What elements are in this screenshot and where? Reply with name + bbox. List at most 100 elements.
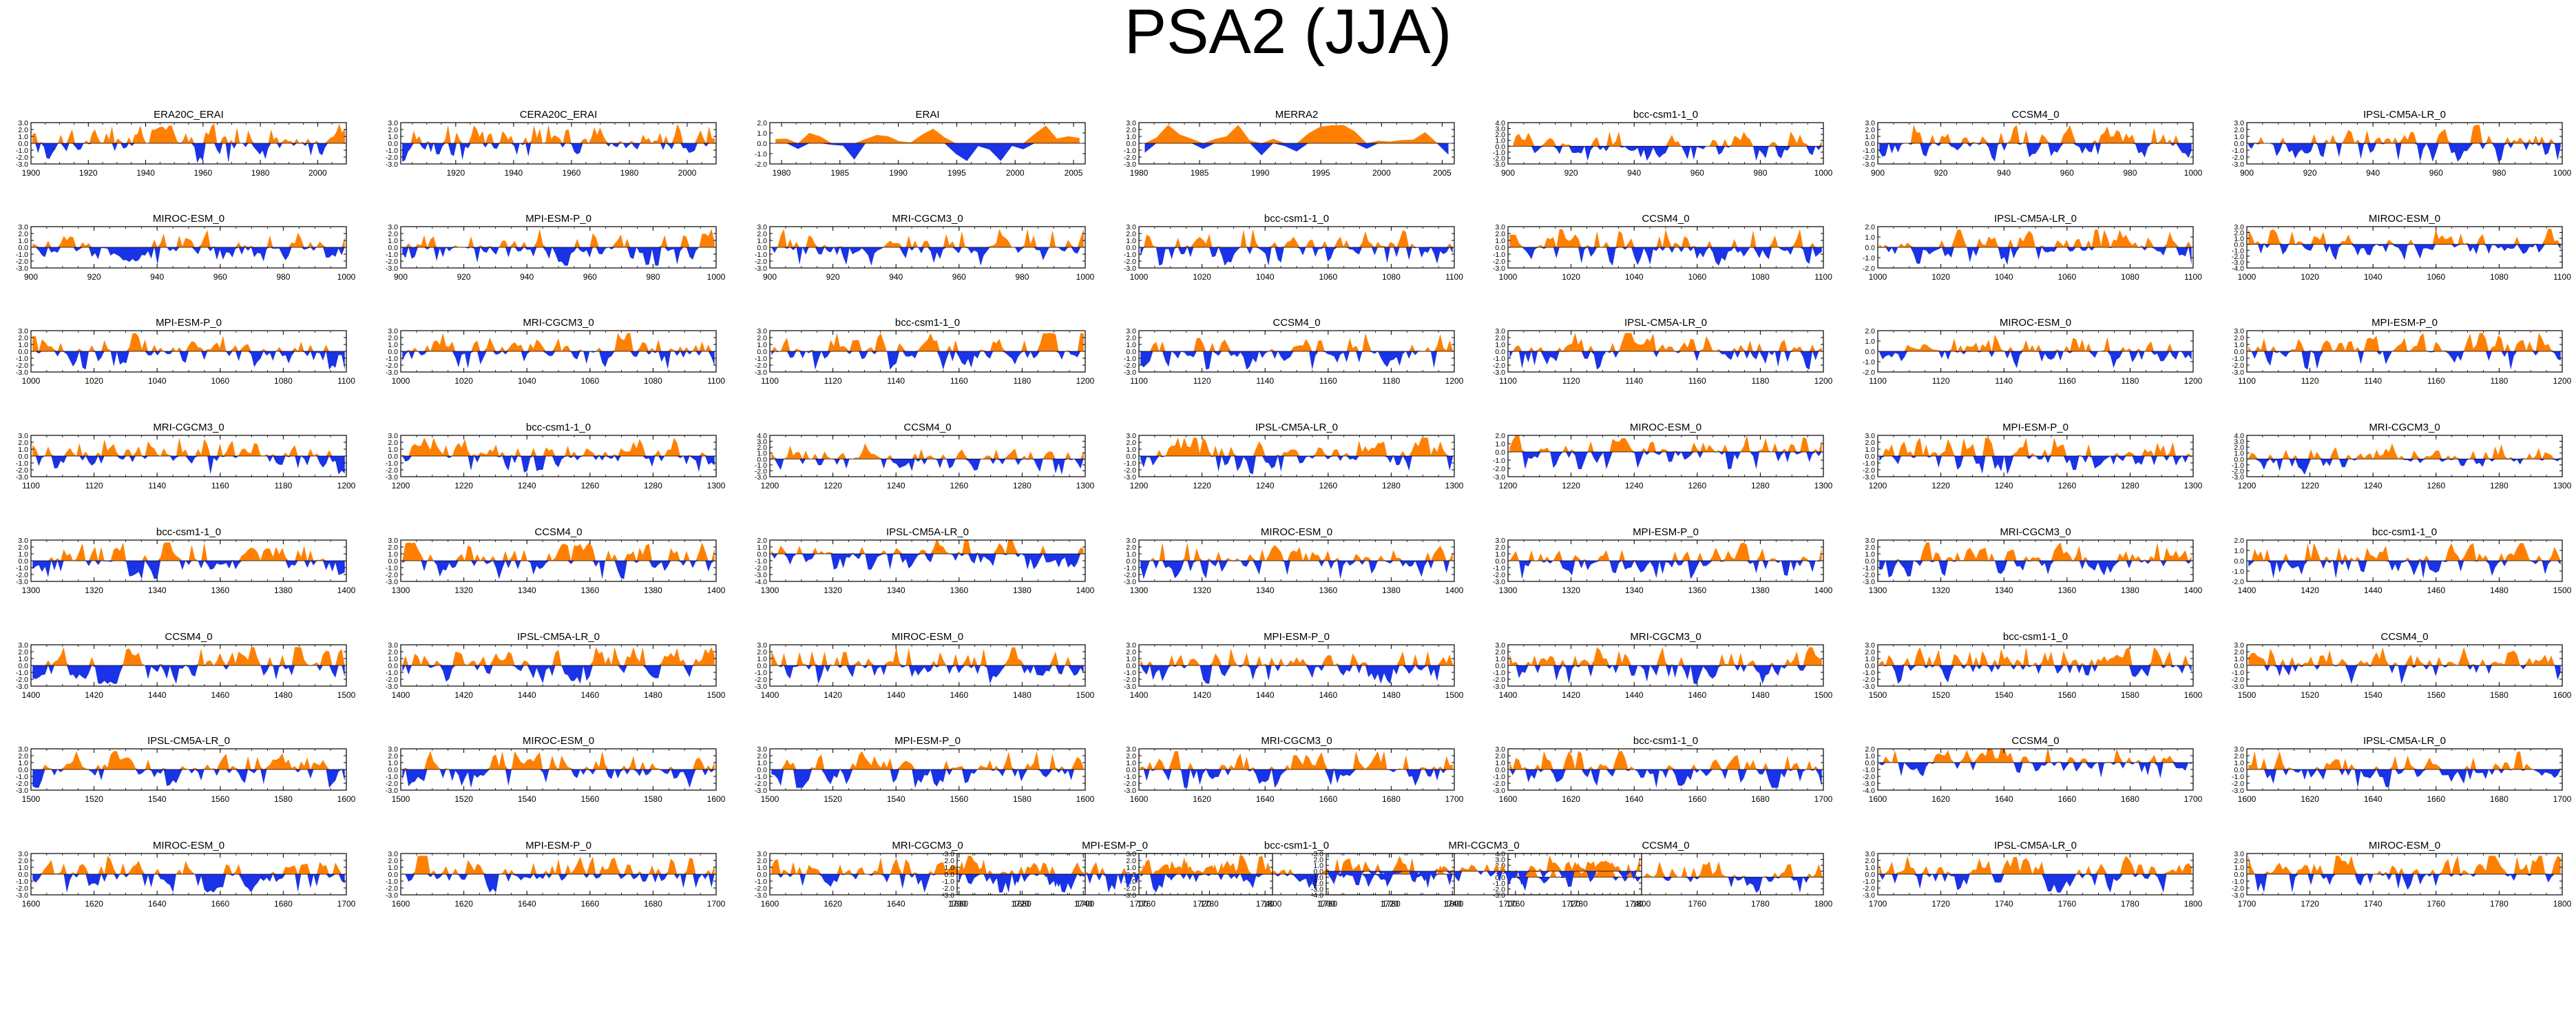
y-tick-label: 0.0 <box>757 550 767 559</box>
x-tick-label: 960 <box>213 272 227 282</box>
y-tick-label: -1.0 <box>1124 669 1136 677</box>
x-tick-label: 1100 <box>337 376 355 386</box>
y-tick-label: -3.0 <box>16 369 28 377</box>
y-tick-label: -2.0 <box>16 154 28 162</box>
x-tick-label: 1640 <box>1256 794 1275 804</box>
y-tick-label: 0.0 <box>388 453 398 461</box>
y-tick-label: -1.0 <box>755 251 767 259</box>
negative-area <box>402 665 715 684</box>
positive-area <box>32 751 345 769</box>
y-tick-label: 2.0 <box>2234 126 2244 134</box>
y-tick-label: 1.0 <box>1126 864 1136 872</box>
negative-area <box>1879 874 2192 893</box>
panel-title: bcc-csm1-1_0 <box>2003 631 2068 643</box>
y-tick-label: 1.0 <box>2234 450 2244 458</box>
panel: CERA20C_ERAI -3.0-2.0-1.00.01.02.03.0 1920… <box>386 109 717 178</box>
y-tick-label: -1.0 <box>16 564 28 572</box>
negative-area <box>1140 247 1453 266</box>
panel-title: CCSM4_0 <box>2011 735 2059 747</box>
y-tick-label: 0.0 <box>1865 244 1875 252</box>
negative-area <box>32 247 345 265</box>
y-tick-label: 1.0 <box>757 450 767 458</box>
y-tick-label: -1.0 <box>755 669 767 677</box>
x-tick-label: 1160 <box>1688 376 1706 386</box>
panel-title: MRI-CGCM3_0 <box>2369 422 2440 433</box>
x-tick-label: 980 <box>1015 272 1029 282</box>
x-tick-label: 1180 <box>1751 376 1769 386</box>
y-tick-label: -2.0 <box>2232 676 2244 684</box>
y-tick-label: 1.0 <box>757 759 767 767</box>
x-tick-label: 1360 <box>211 586 229 595</box>
y-tick-label: 2.0 <box>2234 444 2244 452</box>
x-tick-label: 1700 <box>1445 794 1464 804</box>
panel-title: CERA20C_ERAI <box>520 109 598 121</box>
y-tick-label: -2.0 <box>1124 571 1136 579</box>
y-tick-label: 0.0 <box>2234 662 2244 670</box>
x-tick-label: 1140 <box>887 376 905 386</box>
positive-area <box>1509 647 1822 665</box>
y-tick-label: -3.0 <box>1124 161 1136 169</box>
y-tick-label: -3.0 <box>386 161 398 169</box>
y-tick-label: 1.0 <box>2234 864 2244 872</box>
y-tick-label: 3.0 <box>2234 641 2244 650</box>
panel-title: IPSL-CM5A-LR_0 <box>1994 213 2077 225</box>
y-tick-label: -3.0 <box>16 891 28 900</box>
x-tick-label: 1500 <box>1869 690 1887 700</box>
positive-area <box>1509 435 1822 452</box>
y-tick-label: 3.0 <box>757 745 767 754</box>
x-tick-label: 1600 <box>1076 794 1095 804</box>
x-tick-label: 1600 <box>1130 794 1149 804</box>
negative-area <box>32 143 345 163</box>
positive-area <box>402 751 715 769</box>
x-tick-label: 1560 <box>580 794 599 804</box>
x-tick-label: 1380 <box>274 586 293 595</box>
panel-title: IPSL-CM5A-LR_0 <box>1255 422 1338 433</box>
x-tick-label: 980 <box>2492 168 2506 178</box>
x-tick-label: 1640 <box>1625 794 1644 804</box>
negative-area <box>402 874 715 893</box>
panel-title: MIROC-ESM_0 <box>1261 526 1332 538</box>
y-tick-label: 1.0 <box>388 655 398 663</box>
negative-area <box>32 351 345 370</box>
y-tick-label: 0.0 <box>1865 453 1875 461</box>
x-tick-label: 1320 <box>1193 586 1211 595</box>
positive-area <box>771 333 1084 351</box>
x-tick-label: 1460 <box>211 690 229 700</box>
x-tick-label: 1640 <box>148 899 167 909</box>
negative-area <box>771 459 1084 475</box>
panel-title: CCSM4_0 <box>534 526 582 538</box>
x-tick-label: 1640 <box>518 899 536 909</box>
y-tick-label: -3.0 <box>1124 369 1136 377</box>
y-tick-label: 2.0 <box>1126 126 1136 134</box>
y-tick-label: 0.0 <box>18 453 28 461</box>
x-tick-label: 1320 <box>1562 586 1580 595</box>
panel: bcc-csm1-1_0 -3.0-2.0-1.00.01.02.03.0 1300… <box>16 526 356 595</box>
positive-area <box>1509 751 1822 769</box>
y-tick-label: -3.0 <box>386 369 398 377</box>
x-tick-label: 1520 <box>2301 690 2319 700</box>
x-tick-label: 2000 <box>308 168 327 178</box>
y-tick-label: 0.0 <box>18 244 28 252</box>
positive-area <box>2248 125 2561 143</box>
y-tick-label: -1.0 <box>16 355 28 363</box>
y-tick-label: 1.0 <box>1865 133 1875 141</box>
y-tick-label: 3.0 <box>18 223 28 231</box>
y-tick-label: 1.0 <box>1495 759 1505 767</box>
y-tick-label: 3.0 <box>18 641 28 650</box>
positive-area <box>959 856 1271 874</box>
positive-area <box>2248 228 2561 245</box>
negative-area <box>2248 769 2561 788</box>
y-tick-label: -1.0 <box>1863 358 1875 366</box>
y-tick-label: -2.0 <box>2232 467 2244 475</box>
y-tick-label: 2.0 <box>757 444 767 452</box>
y-tick-label: -3.0 <box>755 787 767 795</box>
panel-title: MPI-ESM-P_0 <box>2002 422 2069 433</box>
y-tick-label: -2.0 <box>755 780 767 788</box>
y-tick-label: 2.0 <box>2234 537 2244 545</box>
y-tick-label: -2.0 <box>1493 362 1505 370</box>
x-tick-label: 1700 <box>2553 794 2572 804</box>
y-tick-label: -3.0 <box>1863 780 1875 788</box>
y-tick-label: -1.0 <box>1493 773 1505 781</box>
x-tick-label: 1020 <box>2301 272 2319 282</box>
x-tick-label: 1320 <box>85 586 103 595</box>
